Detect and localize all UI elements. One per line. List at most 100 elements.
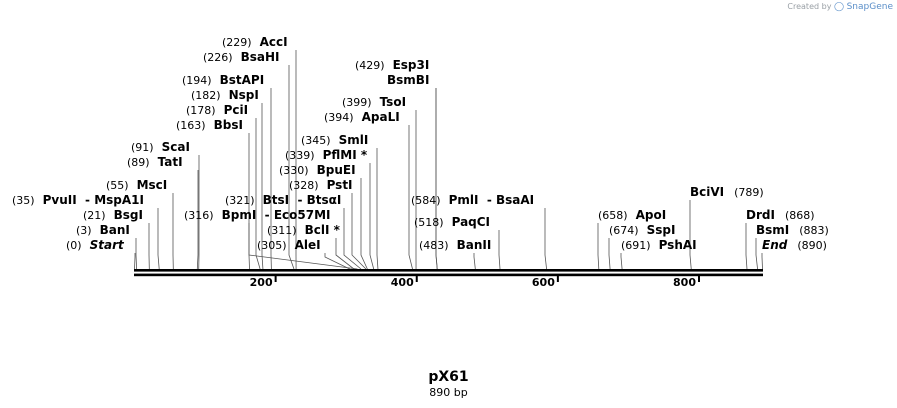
site-enzyme-name: BclI * [305, 223, 341, 237]
site-enzyme-name: ApaLI [362, 110, 400, 124]
site-enzyme-name: AccI [260, 35, 288, 49]
site-enzyme-name: BanI [100, 223, 130, 237]
site-label-pcii[interactable]: (178) PciI [186, 103, 248, 117]
site-leader-paqci [498, 230, 501, 270]
site-enzyme-name: BpmI - Eco57MI [222, 208, 331, 222]
tick-label-400: 400 [391, 276, 414, 289]
site-position: (163) [176, 119, 206, 132]
snapgene-credit: Created by ◯ SnapGene [787, 2, 893, 12]
site-leader-smli [376, 148, 379, 270]
site-label-pflmi[interactable]: (339) PflMI * [285, 148, 368, 162]
site-leader-alei [324, 253, 350, 270]
site-label-bsmi[interactable]: BsmI (883) [756, 223, 829, 237]
site-enzyme-name: PstI [327, 178, 353, 192]
site-label-pmli-bsaai[interactable]: (584) PmlI - BsaAI [411, 193, 534, 207]
site-position: (883) [799, 224, 829, 237]
site-leader-bpuei [360, 178, 368, 270]
credit-prefix: Created by [787, 2, 832, 11]
site-leader-pshai [620, 253, 623, 270]
site-enzyme-name: PaqCI [452, 215, 490, 229]
site-leader-pcii [255, 118, 261, 270]
site-enzyme-name: ApoI [636, 208, 667, 222]
site-leader-sspi [608, 238, 611, 270]
site-enzyme-name: PmlI - BsaAI [449, 193, 535, 207]
tick-label-200: 200 [250, 276, 273, 289]
site-position: (483) [419, 239, 449, 252]
site-position: (345) [301, 134, 331, 147]
site-enzyme-name: BbsI [214, 118, 243, 132]
site-position: (691) [621, 239, 651, 252]
tick-label-600: 600 [532, 276, 555, 289]
site-leader-pflmi [369, 163, 375, 270]
site-labels: (0) Start(3) BanI(21) BsgI (35) PvuII - MspA1… [12, 35, 829, 252]
site-enzyme-name: PshAI [659, 238, 697, 252]
site-position: (226) [203, 51, 233, 64]
site-label-end[interactable]: End (890) [762, 238, 827, 252]
site-label-pshai[interactable]: (691) PshAI [621, 238, 697, 252]
site-label-bsmbi[interactable]: BsmBI [387, 73, 429, 87]
site-position: (89) [127, 156, 150, 169]
site-position: (674) [609, 224, 639, 237]
site-position: (91) [131, 141, 154, 154]
site-enzyme-name: BciVI [690, 185, 724, 199]
site-leader-apali [408, 125, 413, 270]
site-enzyme-name: SspI [647, 223, 676, 237]
site-label-bsgi[interactable]: (21) BsgI [83, 208, 143, 222]
site-enzyme-name: BsgI [114, 208, 143, 222]
site-position: (321) [225, 194, 255, 207]
site-label-apoi[interactable]: (658) ApoI [598, 208, 666, 222]
site-label-esp3i[interactable]: (429) Esp3I [355, 58, 429, 72]
site-label-bsahi[interactable]: (226) BsaHI [203, 50, 280, 64]
site-leader-tati [196, 170, 199, 270]
site-leader-pvuii-mspa1i [157, 208, 160, 270]
site-label-pvuii-mspa1i[interactable]: (35) PvuII - MspA1I [12, 193, 144, 207]
site-label-smli[interactable]: (345) SmlI [301, 133, 368, 147]
site-label-bcivi[interactable]: BciVI (789) [690, 185, 764, 199]
site-leader-bsmi [755, 238, 758, 270]
site-label-alei[interactable]: (305) AleI [257, 238, 321, 252]
site-label-bpmi-eco57mi[interactable]: (316) BpmI - Eco57MI [184, 208, 330, 222]
site-label-tati[interactable]: (89) TatI [127, 155, 183, 169]
site-enzyme-name: BsmI [756, 223, 789, 237]
site-position: (3) [76, 224, 92, 237]
site-leader-bpmi-eco57mi [248, 223, 358, 270]
site-enzyme-name: TsoI [380, 95, 406, 109]
site-label-start[interactable]: (0) Start [66, 238, 125, 252]
site-enzyme-name: BpuEI [317, 163, 356, 177]
site-leader-bsmbi [435, 88, 438, 270]
site-label-sspi[interactable]: (674) SspI [609, 223, 675, 237]
site-enzyme-name: SmlI [339, 133, 369, 147]
site-leader-start [134, 253, 136, 270]
site-enzyme-name: End [762, 238, 788, 252]
site-label-psti[interactable]: (328) PstI [289, 178, 353, 192]
site-label-drdi[interactable]: DrdI (868) [746, 208, 815, 222]
site-label-paqci[interactable]: (518) PaqCI [414, 215, 490, 229]
site-label-scai[interactable]: (91) ScaI [131, 140, 190, 154]
site-label-msci[interactable]: (55) MscI [106, 178, 167, 192]
site-label-bani[interactable]: (3) BanI [76, 223, 130, 237]
site-leader-apoi [597, 223, 600, 270]
site-position: (311) [267, 224, 297, 237]
site-label-bstapi[interactable]: (194) BstAPI [182, 73, 264, 87]
site-leader-drdi [745, 223, 748, 270]
site-label-tsoi[interactable]: (399) TsoI [342, 95, 406, 109]
site-label-btsi-bts-i[interactable]: (321) BtsI - BtsαI [225, 193, 341, 207]
site-position: (429) [355, 59, 385, 72]
site-position: (182) [191, 89, 221, 102]
site-label-nspi[interactable]: (182) NspI [191, 88, 259, 102]
snapgene-logo-icon: ◯ [833, 2, 845, 12]
site-leader-banii [473, 253, 476, 270]
site-position: (305) [257, 239, 287, 252]
site-position: (229) [222, 36, 252, 49]
site-label-banii[interactable]: (483) BanII [419, 238, 491, 252]
site-label-bpuei[interactable]: (330) BpuEI [279, 163, 356, 177]
site-leader-bcli [335, 238, 355, 270]
credit-brand: SnapGene [846, 2, 893, 12]
site-label-bcli[interactable]: (311) BclI * [267, 223, 341, 237]
site-leaders [134, 50, 763, 270]
site-label-apali[interactable]: (394) ApaLI [324, 110, 400, 124]
site-label-acci[interactable]: (229) AccI [222, 35, 288, 49]
site-enzyme-name: BtsI - BtsαI [263, 193, 342, 207]
site-label-bbsi[interactable]: (163) BbsI [176, 118, 243, 132]
site-position: (868) [785, 209, 815, 222]
